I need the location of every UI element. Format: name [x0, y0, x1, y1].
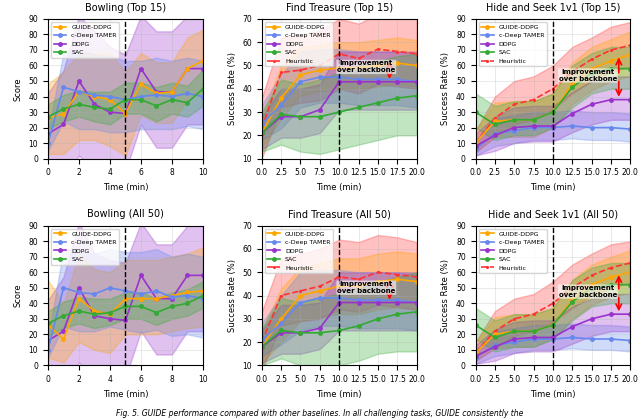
Y-axis label: Success Rate (%): Success Rate (%): [442, 259, 451, 332]
X-axis label: Time (min): Time (min): [316, 183, 362, 192]
X-axis label: Time (min): Time (min): [102, 390, 148, 399]
Title: Bowling (All 50): Bowling (All 50): [87, 209, 164, 219]
Legend: GUIDE-DDPG, c-Deep TAMER, DDPG, SAC, Heuristic: GUIDE-DDPG, c-Deep TAMER, DDPG, SAC, Heu…: [479, 22, 547, 66]
Y-axis label: Success Rate (%): Success Rate (%): [228, 259, 237, 332]
Y-axis label: Success Rate (%): Success Rate (%): [228, 52, 237, 125]
Legend: GUIDE-DDPG, c-Deep TAMER, DDPG, SAC: GUIDE-DDPG, c-Deep TAMER, DDPG, SAC: [51, 229, 119, 265]
Legend: GUIDE-DDPG, c-Deep TAMER, DDPG, SAC: GUIDE-DDPG, c-Deep TAMER, DDPG, SAC: [51, 22, 119, 58]
Title: Find Treasure (Top 15): Find Treasure (Top 15): [285, 3, 393, 13]
Text: Improvement
over backbone: Improvement over backbone: [559, 285, 617, 298]
Title: Find Treasure (All 50): Find Treasure (All 50): [288, 209, 390, 219]
Text: Improvement
over backbone: Improvement over backbone: [337, 60, 396, 74]
Legend: GUIDE-DDPG, c-Deep TAMER, DDPG, SAC, Heuristic: GUIDE-DDPG, c-Deep TAMER, DDPG, SAC, Heu…: [265, 22, 333, 66]
Title: Hide and Seek 1v1 (Top 15): Hide and Seek 1v1 (Top 15): [486, 3, 620, 13]
Title: Bowling (Top 15): Bowling (Top 15): [85, 3, 166, 13]
X-axis label: Time (min): Time (min): [530, 390, 576, 399]
Y-axis label: Score: Score: [14, 284, 23, 307]
X-axis label: Time (min): Time (min): [530, 183, 576, 192]
Text: Fig. 5. GUIDE performance compared with other baselines. In all challenging task: Fig. 5. GUIDE performance compared with …: [116, 409, 524, 418]
Legend: GUIDE-DDPG, c-Deep TAMER, DDPG, SAC, Heuristic: GUIDE-DDPG, c-Deep TAMER, DDPG, SAC, Heu…: [479, 229, 547, 273]
X-axis label: Time (min): Time (min): [316, 390, 362, 399]
Title: Hide and Seek 1v1 (All 50): Hide and Seek 1v1 (All 50): [488, 209, 618, 219]
Y-axis label: Score: Score: [14, 77, 23, 100]
X-axis label: Time (min): Time (min): [102, 183, 148, 192]
Text: Improvement
over backbone: Improvement over backbone: [337, 281, 396, 294]
Legend: GUIDE-DDPG, c-Deep TAMER, DDPG, SAC, Heuristic: GUIDE-DDPG, c-Deep TAMER, DDPG, SAC, Heu…: [265, 229, 333, 273]
Text: Improvement
over backbone: Improvement over backbone: [559, 69, 617, 82]
Y-axis label: Success Rate (%): Success Rate (%): [442, 52, 451, 125]
